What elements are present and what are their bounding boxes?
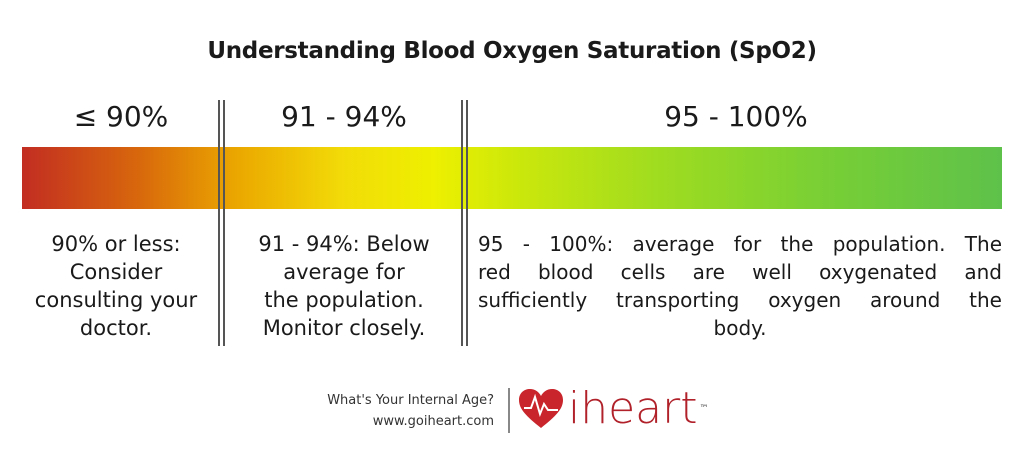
- saturation-gradient-bar: [22, 147, 1002, 209]
- description-line: doctor.: [79, 316, 153, 340]
- description-line: Monitor closely.: [262, 316, 426, 340]
- footer-tagline: What's Your Internal Age? www.goiheart.c…: [327, 390, 494, 432]
- range-divider: [218, 100, 225, 346]
- range-description-low: 90% or less: Consider consulting your do…: [14, 230, 218, 342]
- description-line: average for: [283, 260, 405, 284]
- description-line: body.: [713, 316, 767, 340]
- range-header-low: ≤ 90%: [73, 100, 169, 133]
- description-line: 95 - 100%: average for the population. T…: [478, 232, 1002, 256]
- range-description-high: 95 - 100%: average for the population. T…: [478, 230, 1002, 342]
- trademark-mark: ™: [699, 404, 709, 414]
- heart-pulse-icon: [519, 389, 563, 428]
- description-line: 90% or less:: [51, 232, 181, 256]
- range-header-mid: 91 - 94%: [281, 100, 407, 133]
- description-line: 91 - 94%: Below: [258, 232, 430, 256]
- footer-separator: [508, 388, 510, 433]
- range-description-mid: 91 - 94%: Below average for the populati…: [228, 230, 460, 342]
- website-link[interactable]: www.goiheart.com: [372, 414, 494, 429]
- range-divider: [461, 100, 468, 346]
- tagline-text: What's Your Internal Age?: [327, 393, 494, 408]
- description-line: Consider: [69, 260, 163, 284]
- description-line: consulting your: [34, 288, 198, 312]
- description-line: the population.: [264, 288, 424, 312]
- iheart-logo: iheart ™: [518, 384, 709, 434]
- page-title: Understanding Blood Oxygen Saturation (S…: [207, 38, 817, 64]
- brand-name: iheart: [568, 383, 698, 434]
- description-line: sufficiently transporting oxygen around …: [478, 288, 1002, 312]
- description-line: red blood cells are well oxygenated and: [478, 260, 1002, 284]
- range-header-high: 95 - 100%: [664, 100, 808, 133]
